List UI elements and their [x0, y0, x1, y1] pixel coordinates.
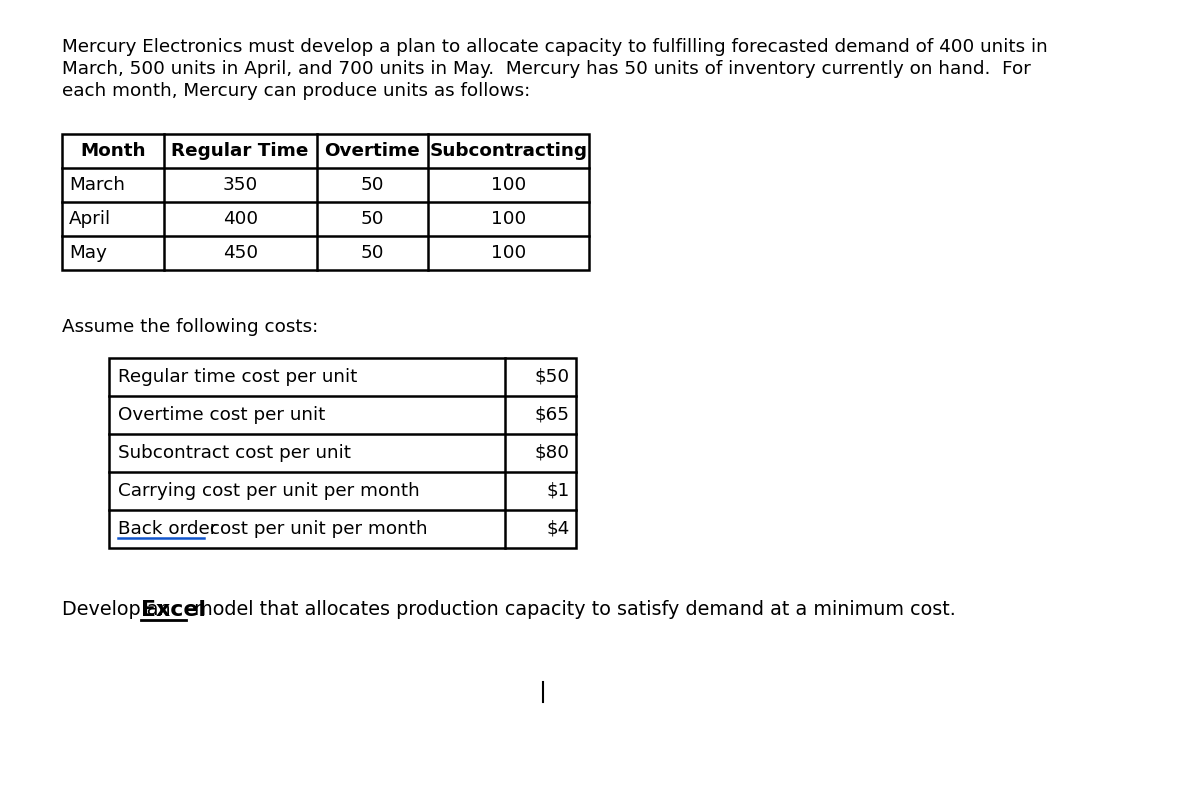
Text: each month, Mercury can produce units as follows:: each month, Mercury can produce units as… — [62, 82, 530, 100]
Text: 100: 100 — [491, 176, 526, 194]
Bar — [62, 134, 589, 270]
Text: $80: $80 — [534, 444, 570, 462]
Text: Assume the following costs:: Assume the following costs: — [62, 318, 318, 336]
Text: 450: 450 — [222, 244, 258, 262]
Text: April: April — [70, 210, 112, 228]
Bar — [109, 358, 576, 548]
Text: $4: $4 — [546, 520, 570, 538]
Text: 100: 100 — [491, 210, 526, 228]
Text: $50: $50 — [534, 368, 570, 386]
Text: Regular time cost per unit: Regular time cost per unit — [119, 368, 358, 386]
Text: 400: 400 — [222, 210, 258, 228]
Text: $1: $1 — [546, 482, 570, 500]
Text: model that allocates production capacity to satisfy demand at a minimum cost.: model that allocates production capacity… — [188, 600, 956, 619]
Text: 50: 50 — [360, 244, 384, 262]
Text: Subcontract cost per unit: Subcontract cost per unit — [119, 444, 352, 462]
Text: Excel: Excel — [140, 600, 206, 620]
Text: 50: 50 — [360, 210, 384, 228]
Text: 50: 50 — [360, 176, 384, 194]
Text: Overtime: Overtime — [324, 142, 420, 160]
Text: Mercury Electronics must develop a plan to allocate capacity to fulfilling forec: Mercury Electronics must develop a plan … — [62, 38, 1048, 56]
Text: Overtime cost per unit: Overtime cost per unit — [119, 406, 325, 424]
Text: 100: 100 — [491, 244, 526, 262]
Text: Develop an: Develop an — [62, 600, 176, 619]
Text: Subcontracting: Subcontracting — [430, 142, 588, 160]
Text: $65: $65 — [534, 406, 570, 424]
Text: May: May — [70, 244, 107, 262]
Text: 350: 350 — [222, 176, 258, 194]
Text: March: March — [70, 176, 125, 194]
Text: March, 500 units in April, and 700 units in May.  Mercury has 50 units of invent: March, 500 units in April, and 700 units… — [62, 60, 1031, 78]
Text: Regular Time: Regular Time — [172, 142, 308, 160]
Text: cost per unit per month: cost per unit per month — [204, 520, 427, 538]
Text: Month: Month — [80, 142, 145, 160]
Text: Back order: Back order — [119, 520, 217, 538]
Text: Carrying cost per unit per month: Carrying cost per unit per month — [119, 482, 420, 500]
